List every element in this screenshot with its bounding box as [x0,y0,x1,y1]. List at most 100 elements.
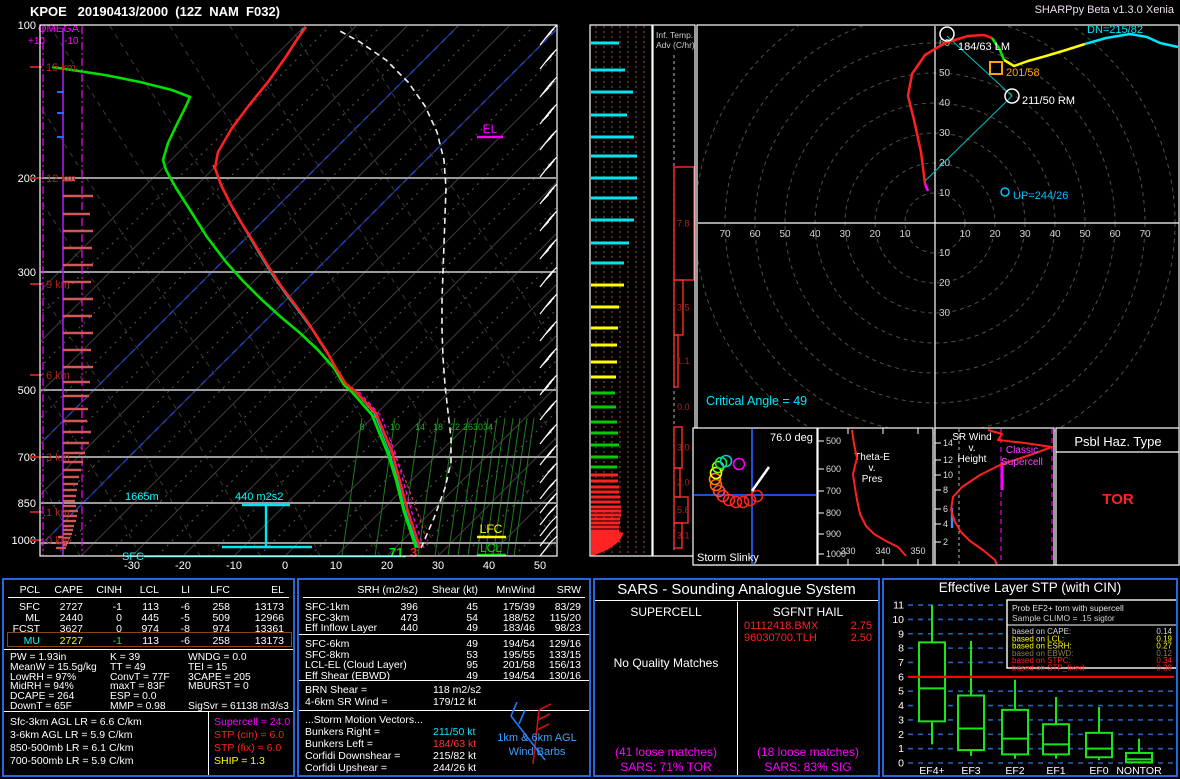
temp-axis-label: 30 [432,560,444,572]
temp-adv-title: Adv (C/hr) [656,40,695,50]
sars-hail-match[interactable]: 01112418.BMX2.75 [738,620,876,632]
height-label: 6 km [46,370,70,382]
divider [299,680,589,681]
hodo-ring-label: 70 [719,229,731,240]
hodo-ring-label: 20 [939,278,951,289]
stp-y-tick: 10 [892,614,904,626]
sars-hail-prob: SARS: 83% SIG [738,760,878,774]
mixing-ratio-label: 30 [473,422,483,432]
mixing-ratio-label: 10 [390,422,400,432]
lapse-rate: Sfc-3km AGL LR = 6.6 C/km [10,716,142,728]
srwind-y-tick: 6 [943,504,948,514]
eil-height-label: 1665m [125,491,159,503]
lapse-rate: 850-500mb LR = 6.1 C/km [10,742,133,754]
mixing-ratio-label: 14 [415,422,425,432]
srwind-y-tick: 8 [943,485,948,495]
temp-adv-value: 3.1 [677,531,690,541]
stp-legend-subtitle: Sample CLIMO = .15 sigtor [1012,613,1115,623]
temp-adv-value: 3.0 [677,443,690,453]
thetae-y-tick: 900 [826,529,841,539]
storm-motion-value: 215/82 kt [433,750,476,762]
hodo-annotation: Critical Angle = 49 [706,394,807,408]
storm-motion-label: Bunkers Right = [305,726,380,738]
storm-slinky-inset[interactable]: 76.0 degStorm Slinky [693,428,817,565]
lcl-label: LCL [480,541,502,555]
sars-panel[interactable]: SARS - Sounding Analogue System SUPERCEL… [593,578,880,777]
sars-hail-match[interactable]: 96030700.TLH2.50 [738,632,876,644]
temp-axis-label: 10 [330,560,342,572]
hazard-title: Psbl Haz. Type [1074,434,1161,449]
omega-plus-label: +10 [28,36,45,47]
divider [208,711,209,775]
sars-hail-header: SGFNT HAIL [738,605,878,619]
sars-supercell-loose: (41 loose matches) [595,745,737,759]
hodo-ring-label: 60 [1109,229,1121,240]
brn-label: 4-6km SR Wind = [305,696,388,708]
sfc-dewpoint-value: 71 [389,545,403,560]
hodo-ring-label: 30 [939,128,951,139]
srwind-y-tick: 12 [943,455,953,465]
srwind-title: Height [958,454,987,465]
sounding-canvas[interactable]: OMEGA+10-10100200300500700850100015 km12… [0,0,1180,577]
srwind-title: v. [968,443,975,454]
sharppy-window: KPOE 20190413/2000 (12Z NAM F032) SHARPp… [0,0,1180,779]
temp-adv-value: 1.1 [677,356,690,366]
srwind-title: SR Wind [952,432,991,443]
temp-axis-label: 40 [483,560,495,572]
height-label: 3 km [46,452,70,464]
header-underline [303,597,585,598]
sr-wind-inset[interactable]: 1412108642SR Windv.HeightClassicSupercel… [935,428,1054,565]
divider [4,711,293,712]
hodo-ring-label: 10 [939,248,951,259]
srwind-y-tick: 4 [943,519,948,529]
stp-category-label: NONTOR [1116,765,1162,775]
thetae-title: Theta-E [854,452,890,463]
lapse-rate: 3-6km AGL LR = 5.9 C/km [10,729,132,741]
srwind-y-tick: 10 [943,470,953,480]
hodo-annotation: UP=244/26 [1013,190,1068,202]
lapse-rate: 700-500mb LR = 5.9 C/km [10,755,133,767]
stp-y-tick: 3 [898,714,904,726]
hodo-ring-label: 20 [989,229,1001,240]
parcel-row: ML24400445-550912966 [4,612,292,623]
thetae-title: Pres [862,474,883,485]
stp-y-tick: 4 [898,700,904,712]
divider [4,649,293,650]
pressure-label: 300 [18,267,36,279]
kinematics-header: SRW [299,584,581,596]
slinky-title: Storm Slinky [697,552,759,564]
parcel-table-header: PCLCAPECINHLCLLILFCEL [4,584,292,595]
kinematics-panel: SRH (m2/s2)Shear (kt)MnWindSRWSFC-1km396… [297,578,591,777]
hodo-ring-label: 30 [839,229,851,240]
temp-advection-strip: Inf. Temp.Adv (C/hr)7.83.51.10.03.02.05.… [653,25,695,556]
temp-adv-value: 0.0 [677,402,690,412]
height-label: 9 km [46,279,70,291]
hodo-ring-label: 40 [1049,229,1061,240]
wind-speed-strip [590,25,652,556]
temp-axis-label: 20 [381,560,393,572]
hazard-inset[interactable]: Psbl Haz. TypeTOR [1056,428,1179,565]
storm-motion-title: ...Storm Motion Vectors... [305,714,423,726]
temp-adv-value: 7.8 [677,219,690,229]
brn-label: BRN Shear = [305,684,367,696]
hodo-ring-label: 20 [869,229,881,240]
temp-axis-label: -20 [175,560,191,572]
hodo-ring-label: 10 [959,229,971,240]
divider [299,634,589,635]
hodo-ring-label: 40 [809,229,821,240]
hodo-annotation: 184/63 LM [958,41,1010,53]
thetae-x-tick: 330 [840,546,855,556]
stp-chart: 01234567891011EF4+EF3EF2EF1EF0NONTORProb… [884,580,1176,775]
thermo-panel: PCLCAPECINHLCLLILFCELSFC2727-1113-625813… [2,578,295,777]
barb-caption: Wind Barbs [485,746,589,758]
thetae-y-tick: 600 [826,464,841,474]
hodo-ring-label: 30 [1019,229,1031,240]
stp-category-label: EF3 [961,765,980,775]
height-label: 1 km [46,507,70,519]
theta-e-inset[interactable]: 5006007008009001000330340350Theta-Ev.Pre… [818,428,933,565]
height-label: 15 km [46,62,76,74]
thetae-y-tick: 700 [826,486,841,496]
stp-category-label: EF0 [1089,765,1108,775]
hodo-annotation: 211/50 RM [1022,95,1075,107]
mixing-ratio-label: 34 [483,422,493,432]
